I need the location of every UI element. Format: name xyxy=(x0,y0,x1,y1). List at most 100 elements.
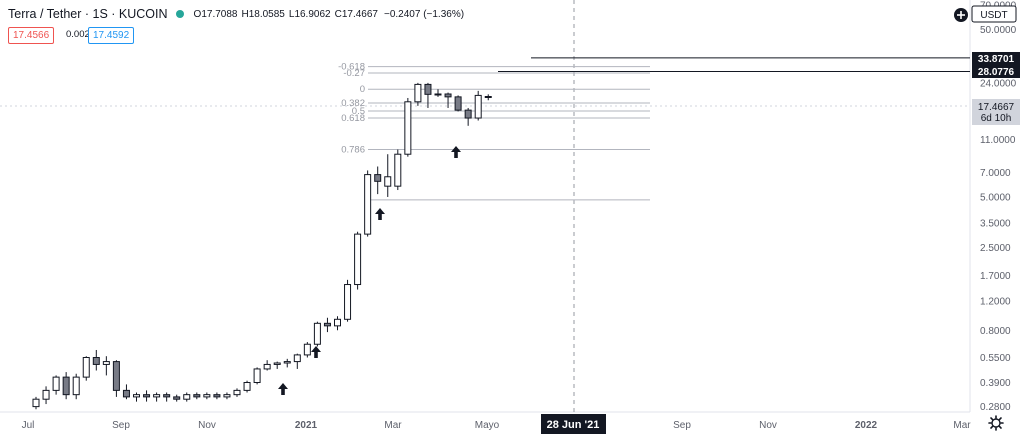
y-tick-label: 1.7000 xyxy=(980,271,1011,282)
add-icon[interactable] xyxy=(954,8,968,22)
candle-body xyxy=(374,174,382,182)
crosshair-time-label: 28 Jun '21 xyxy=(541,414,606,434)
open-value: 17.7088 xyxy=(201,8,238,20)
candle-body xyxy=(112,361,120,391)
candle-body xyxy=(273,362,281,365)
currency-badge[interactable]: USDT xyxy=(971,5,1017,23)
currency-label: USDT xyxy=(980,10,1007,21)
candle-body xyxy=(203,394,211,398)
symbol-title: Terra / Tether · 1S · KUCOIN xyxy=(8,7,168,21)
candle-body xyxy=(253,368,261,384)
y-tick-label: 0.5500 xyxy=(980,353,1011,364)
gear-icon[interactable] xyxy=(988,415,1004,431)
candle-body xyxy=(62,376,70,396)
candle-body xyxy=(102,361,110,365)
x-tick-label: Mar xyxy=(953,420,971,431)
candle-body xyxy=(243,382,251,391)
candle-body xyxy=(233,389,241,396)
candle-body xyxy=(334,318,341,327)
high-label: H xyxy=(241,8,249,20)
candle-body xyxy=(263,363,271,370)
candle-body xyxy=(303,343,311,356)
candle-body xyxy=(133,394,140,398)
candle-body xyxy=(434,93,442,96)
buy-button[interactable]: 17.4592 xyxy=(88,27,135,44)
x-tick-label: 2022 xyxy=(855,420,878,431)
candle-body xyxy=(163,394,171,398)
candle-body xyxy=(143,394,151,398)
y-tick-label: 24.0000 xyxy=(980,78,1017,89)
y-tick-label: 0.8000 xyxy=(980,326,1011,337)
y-tick-label: 50.0000 xyxy=(980,25,1017,36)
candle-body xyxy=(444,93,452,98)
sell-button[interactable]: 17.4566 xyxy=(8,27,55,44)
candle-body xyxy=(223,394,231,398)
fib-level-label: -0.27 xyxy=(343,68,365,79)
x-tick-label: Mar xyxy=(384,420,402,431)
candle-body xyxy=(454,96,462,111)
candle-body xyxy=(213,394,221,398)
level-label-1: 33.8701 xyxy=(972,52,1020,65)
x-tick-label: Nov xyxy=(759,420,777,431)
candle-body xyxy=(122,389,130,398)
y-tick-label: 3.5000 xyxy=(980,218,1011,229)
fib-level-label: 0.382 xyxy=(341,98,365,109)
x-tick-label: 2021 xyxy=(295,420,318,431)
x-tick-label: Nov xyxy=(198,420,216,431)
candle-body xyxy=(394,153,402,187)
candle-body xyxy=(344,284,352,320)
candle-body xyxy=(193,394,201,398)
crosshair-time-text: 28 Jun '21 xyxy=(547,419,600,431)
y-tick-label: 7.0000 xyxy=(980,168,1011,179)
y-tick-label: 5.0000 xyxy=(980,192,1011,203)
high-value: 18.0585 xyxy=(248,8,285,20)
fib-level-label: 0.618 xyxy=(341,113,365,124)
y-tick-label: 1.2000 xyxy=(980,296,1011,307)
candle-body xyxy=(354,233,362,286)
candle-body xyxy=(173,396,181,400)
market-status-icon xyxy=(175,10,184,18)
candle-body xyxy=(153,394,161,398)
x-tick-label: Sep xyxy=(112,420,130,431)
candle-body xyxy=(484,95,492,98)
arrow-up-icon[interactable] xyxy=(451,146,461,158)
countdown-text: 6d 10h xyxy=(981,113,1012,124)
arrow-up-icon[interactable] xyxy=(278,383,288,395)
last-price-label: 17.4667 6d 10h xyxy=(972,99,1020,125)
open-label: O xyxy=(193,8,202,20)
fib-level-label: -0.618 xyxy=(338,62,365,73)
candle-body xyxy=(404,101,412,155)
candle-body xyxy=(384,176,392,187)
candle-body xyxy=(32,398,40,408)
arrow-up-icon[interactable] xyxy=(311,346,321,358)
low-value: 16.9062 xyxy=(294,8,331,20)
x-tick-label: Jul xyxy=(22,420,35,431)
candle-body xyxy=(364,174,372,235)
candle-body xyxy=(474,94,482,119)
close-value: 17.4667 xyxy=(341,8,378,20)
candle-body xyxy=(42,389,50,400)
horizontal-levels[interactable] xyxy=(498,57,970,72)
candle-body xyxy=(183,394,191,400)
candle-body xyxy=(92,357,100,365)
level-label-2-text: 28.0776 xyxy=(978,67,1015,78)
y-tick-label: 2.5000 xyxy=(980,243,1011,254)
level-label-2: 28.0776 xyxy=(972,65,1020,78)
x-tick-label: Sep xyxy=(673,420,691,431)
candle-body xyxy=(82,357,90,378)
candle-body xyxy=(464,109,472,119)
candle-body xyxy=(414,83,422,103)
fib-level-label: 0.786 xyxy=(341,145,365,156)
fib-level-label: 0 xyxy=(360,84,365,95)
candle-body xyxy=(52,376,60,391)
y-tick-label: 11.0000 xyxy=(980,135,1016,146)
candle-body xyxy=(323,322,331,327)
arrow-annotations[interactable] xyxy=(278,146,461,395)
arrow-up-icon[interactable] xyxy=(375,208,385,220)
candle-body xyxy=(313,322,321,345)
last-price-text: 17.4667 xyxy=(978,102,1015,113)
candle-body xyxy=(293,354,301,363)
time-axis[interactable]: Jul Sep Nov 2021 Mar Mayo Sep Nov 2022 Mar xyxy=(22,420,972,431)
